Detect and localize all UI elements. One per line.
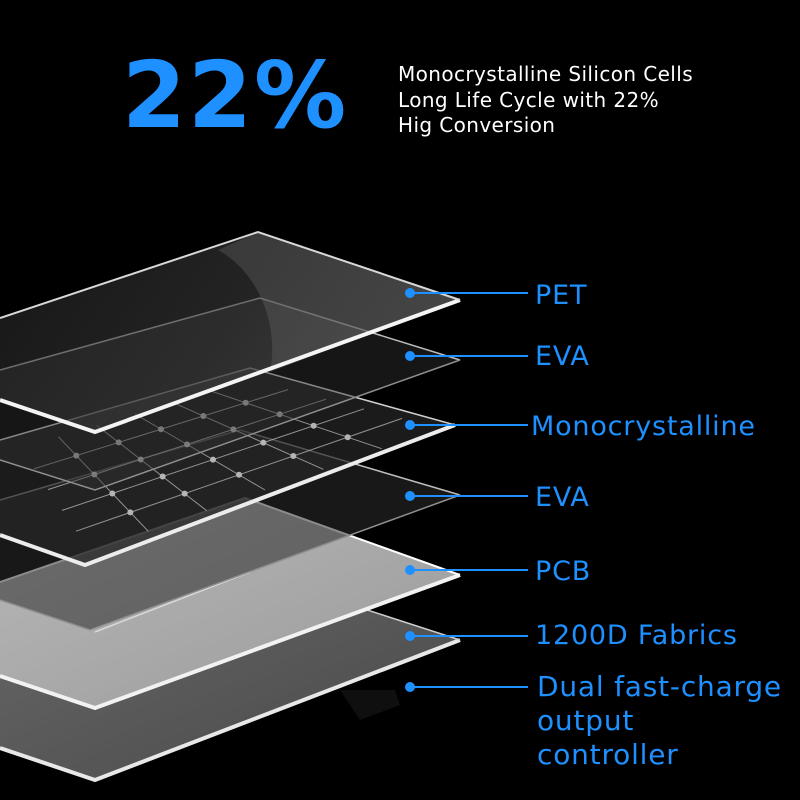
cell-contact-dot [290,453,297,459]
layer-label-pcb: PCB [535,556,592,587]
cell-contact-dot [260,439,267,446]
cell-contact-dot [184,441,190,448]
cell-contact-dot [344,434,351,441]
leader-dot-pcb [405,565,415,575]
description-line: Hig Conversion [398,113,556,137]
cell-grid-line [96,424,207,512]
cell-contact-dot [181,490,188,497]
leader-dot-eva-bottom [405,491,415,501]
layer-label-fabrics: 1200D Fabrics [535,620,738,651]
cell-contact-dot [159,473,166,480]
cell-contact-dot [242,399,249,406]
cell-contact-dot [276,411,283,418]
description-line: Long Life Cycle with 22% [398,87,660,112]
description-line: Monocrystalline Silicon Cells [398,62,694,86]
layer-label-pet: PET [535,280,588,311]
cell-contact-dot [109,490,116,497]
layer-label-eva-bottom: EVA [535,482,590,513]
leader-dot-pet [405,288,415,298]
leader-dot-monocrystalline [405,420,415,430]
cell-contact-dot [310,422,317,429]
cell-grid-line [211,390,382,450]
cell-contact-dot [115,439,122,446]
headline-efficiency: 22% [122,42,349,149]
controller-label: Dual fast-charge output controller [537,670,782,772]
controller-label-line: controller [537,738,679,771]
leader-dot-fabrics [405,631,415,641]
leader-dot-eva-top [405,351,415,361]
cell-contact-dot [127,509,134,516]
cell-contact-dot [200,413,207,419]
layer-label-monocrystalline: Monocrystalline [531,411,756,442]
pet-sheet [0,230,461,435]
layer-label-eva-top: EVA [535,341,590,372]
cell-contact-dot [137,456,144,463]
cell-contact-dot [91,471,98,478]
cell-contact-dot [158,426,164,433]
controller-label-line: Dual fast-charge [537,670,782,703]
leader-lines [405,288,528,692]
cell-contact-dot [236,471,242,478]
cell-grid-line [57,436,149,532]
cell-contact-dot [230,426,237,433]
cell-contact-dot [210,456,216,463]
controller-label-line: output [537,704,635,737]
leader-dot-controller [405,682,415,692]
cell-contact-dot [73,452,80,459]
description: Monocrystalline Silicon Cells Long Life … [398,62,693,139]
